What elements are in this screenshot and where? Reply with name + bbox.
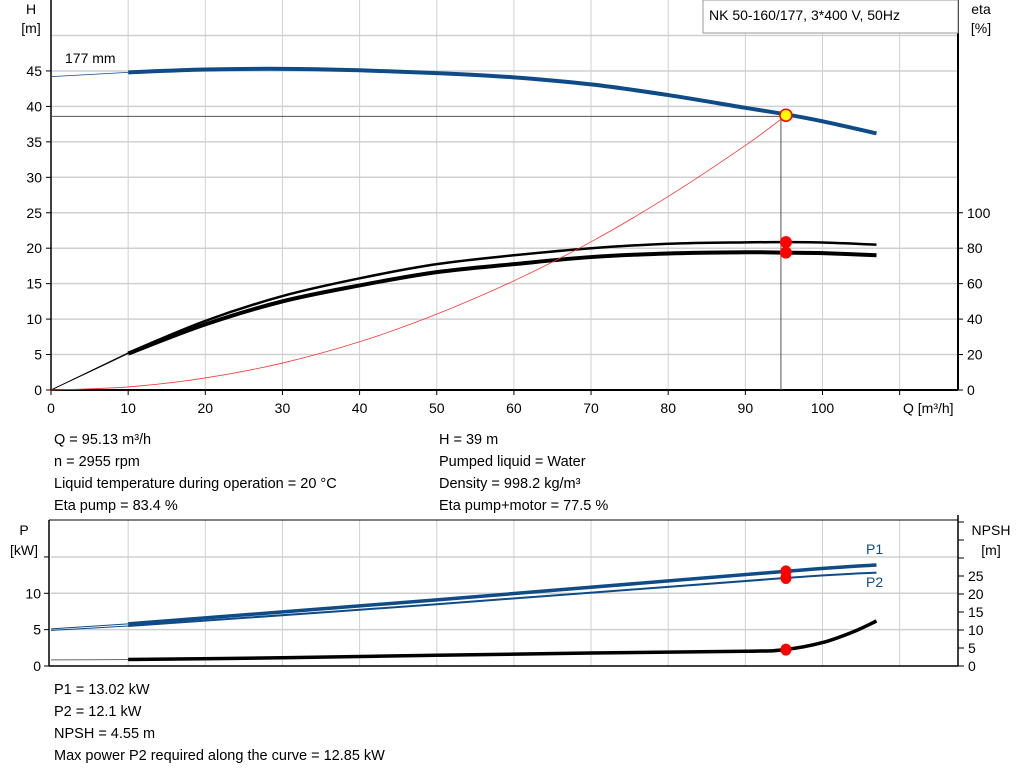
y-tick-label-left: 15: [26, 276, 42, 292]
y-tick-label-right: 20: [968, 586, 984, 602]
x-tick-label: 40: [352, 400, 368, 416]
y-tick-label-right: 10: [968, 622, 984, 638]
y-tick-label-left: 5: [34, 347, 42, 363]
p1-series-label: P1: [866, 541, 883, 557]
results-bottom: P1 = 13.02 kW P2 = 12.1 kW NPSH = 4.55 m…: [54, 679, 385, 767]
results-top-right: H = 39 m Pumped liquid = Water Density =…: [439, 429, 608, 517]
H-curve-extrapolated: [50, 71, 129, 78]
result-npsh: NPSH = 4.55 m: [54, 726, 156, 742]
result-max-p2: Max power P2 required along the curve = …: [54, 748, 385, 764]
p1-curve: [128, 563, 877, 626]
y-tick-label-left: 45: [26, 63, 42, 79]
x-tick-label: 10: [120, 400, 136, 416]
x-tick-label: 100: [811, 400, 835, 416]
y-tick-label-left: 40: [26, 98, 42, 114]
H-curve: [128, 66, 877, 136]
y-tick-label-left: 30: [26, 169, 42, 185]
x-tick-label: 50: [429, 400, 445, 416]
result-density: Density = 998.2 kg/m³: [439, 476, 581, 492]
y-tick-label-left: 25: [26, 205, 42, 221]
x-tick-label: 90: [738, 400, 754, 416]
duty-point-marker: [779, 108, 793, 122]
y-tick-label-right: 20: [967, 347, 983, 363]
x-tick-label: 80: [660, 400, 676, 416]
eta_pump_motor-curve-extrapolated: [50, 353, 129, 391]
p2-curve: [128, 571, 877, 628]
result-p2: P2 = 12.1 kW: [54, 704, 142, 720]
y-axis-label-left-unit: [kW]: [10, 542, 38, 558]
y-tick-label-right: 80: [967, 240, 983, 256]
y-tick-label-right: 15: [968, 604, 984, 620]
y-tick-label-left: 10: [25, 585, 41, 601]
y-tick-label-left: 0: [33, 658, 41, 674]
x-tick-label: 70: [583, 400, 599, 416]
y-axis-label-left-unit: [m]: [21, 20, 40, 36]
p2-series-label: P2: [866, 574, 883, 590]
npsh-duty-marker: [780, 643, 792, 656]
y-tick-label-right: 0: [967, 382, 975, 398]
y-tick-label-left: 20: [26, 240, 42, 256]
result-liquid: Pumped liquid = Water: [439, 454, 586, 470]
y-axis-label-right-unit: [m]: [981, 542, 1000, 558]
y-tick-label-left: 35: [26, 134, 42, 150]
y-tick-label-left: 0: [34, 382, 42, 398]
eta_pump-duty-marker: [779, 236, 792, 249]
y-axis-label-left-name: H: [26, 1, 36, 17]
chart-title: NK 50-160/177, 3*400 V, 50Hz: [709, 7, 900, 23]
eta_pump_motor-curve: [127, 250, 877, 356]
system-curve: [50, 116, 786, 391]
result-p1: P1 = 13.02 kW: [54, 682, 150, 698]
y-tick-label-left: 10: [26, 311, 42, 327]
y-tick-label-left: 5: [33, 622, 41, 638]
p1-curve-extrapolated: [50, 623, 129, 630]
x-tick-label: 0: [47, 400, 55, 416]
x-tick-label: 20: [198, 400, 214, 416]
result-eta-pump-motor: Eta pump+motor = 77.5 %: [439, 498, 609, 514]
x-axis-label: Q [m³/h]: [903, 400, 954, 416]
results-top-left: Q = 95.13 m³/h n = 2955 rpm Liquid tempe…: [54, 429, 337, 517]
result-n: n = 2955 rpm: [54, 454, 140, 470]
result-h: H = 39 m: [439, 432, 499, 448]
npsh-curve: [128, 619, 878, 662]
result-q: Q = 95.13 m³/h: [54, 432, 152, 448]
y-tick-label-right: 5: [968, 640, 976, 656]
p2-duty-marker: [780, 572, 792, 585]
eta_pump_motor-duty-marker: [779, 246, 792, 259]
eta_pump-curve: [127, 240, 877, 354]
y-axis-label-right-unit: [%]: [971, 20, 991, 36]
y-tick-label-right: 25: [968, 568, 984, 584]
y-tick-label-right: 40: [967, 311, 983, 327]
y-tick-label-right: 100: [967, 205, 991, 221]
y-axis-label-right-name: NPSH: [972, 522, 1011, 538]
title-box: [702, 0, 959, 34]
y-axis-label-left-name: P: [19, 522, 28, 538]
x-tick-label: 30: [275, 400, 291, 416]
x-tick-label: 60: [506, 400, 522, 416]
y-tick-label-right: 60: [967, 276, 983, 292]
y-tick-label-right: 0: [968, 658, 976, 674]
curve-label: 177 mm: [65, 50, 116, 66]
result-eta-pump: Eta pump = 83.4 %: [54, 498, 178, 514]
p2-curve-extrapolated: [50, 625, 129, 631]
y-axis-label-right-name: eta: [971, 1, 991, 17]
result-temp: Liquid temperature during operation = 20…: [54, 476, 337, 492]
